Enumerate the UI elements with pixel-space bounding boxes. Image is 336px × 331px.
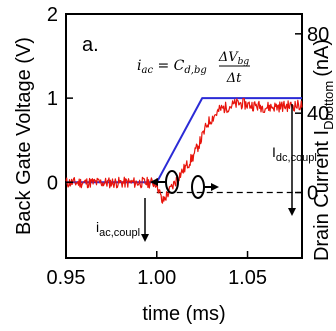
x-tick-label: 0.95 — [47, 267, 86, 289]
plot-area — [65, 13, 303, 259]
dc-coupling-label: Idc,coupl — [272, 144, 317, 164]
y-axis-right-title: Drain Current IDbottom (nA) — [311, 39, 336, 261]
equation-eq: = C — [153, 58, 185, 74]
x-tick-label: 1.00 — [137, 267, 176, 289]
equation-c-sub: d,bg — [184, 65, 206, 76]
y-axis-right-unit: (nA) — [311, 39, 333, 77]
ac-coupling-label: iac,coupl — [96, 219, 140, 239]
y-left-tick-label: 2 — [47, 4, 58, 26]
svg-text:ΔVbg: ΔVbg — [218, 50, 250, 67]
y-left-tick-label: 0 — [47, 172, 58, 194]
y-left-tick-label: 1 — [47, 88, 58, 110]
dc-coupling-sub: dc,coupl — [276, 152, 317, 164]
equation-numerator: ΔV — [218, 50, 239, 65]
panel-label: a. — [82, 34, 99, 56]
equation-lhs-sub: ac — [141, 65, 153, 76]
y-right-tick-label: 40 — [307, 103, 329, 125]
equation-numerator-sub: bg — [238, 57, 250, 67]
right-axis-indicator — [191, 175, 219, 199]
equation-lhs: i — [137, 58, 141, 74]
gate-voltage-line — [66, 97, 302, 184]
equation-annotation: iac = Cd,bg ΔVbg Δt — [137, 50, 250, 86]
y-axis-right-main: Drain Current I — [311, 130, 333, 261]
equation-denominator: Δt — [226, 71, 242, 86]
x-axis-title: time (ms) — [142, 303, 225, 325]
y-right-tick-label: 0 — [307, 183, 318, 205]
x-tick-label: 1.05 — [228, 267, 267, 289]
ac-coupling-sub: ac,coupl — [99, 227, 140, 239]
drain-current-line — [65, 97, 303, 204]
ac-coupling-main: i — [96, 219, 99, 235]
left-axis-indicator — [150, 170, 179, 194]
y-axis-right-sub: Dbottom — [321, 81, 336, 130]
dc-coupling-main: I — [272, 144, 276, 160]
series-layer — [65, 97, 303, 204]
svg-text:iac = Cd,bg: iac = Cd,bg — [137, 58, 207, 76]
ticks-layer: 0.95 1.00 1.05 0 1 2 0 40 80 — [47, 4, 330, 289]
y-axis-left-title: Back Gate Voltage (V) — [13, 37, 35, 235]
y-right-tick-label: 80 — [307, 24, 329, 46]
